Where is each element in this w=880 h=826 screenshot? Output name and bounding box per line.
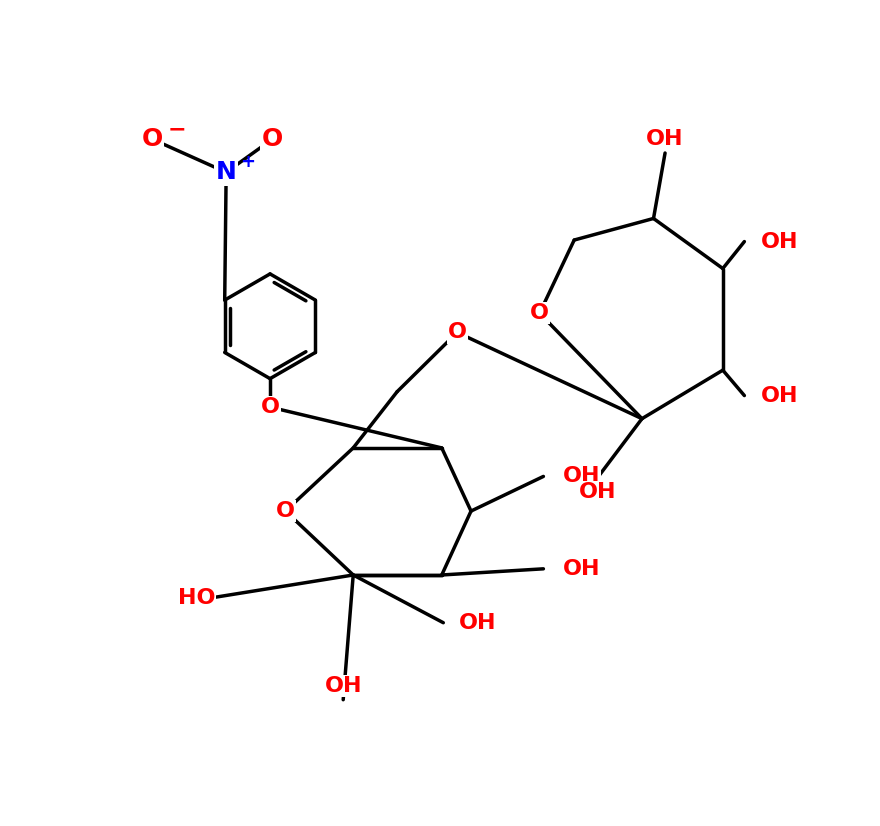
Text: N: N (216, 160, 237, 184)
Text: HO: HO (178, 588, 215, 608)
Text: O: O (260, 397, 280, 417)
Text: O: O (448, 322, 466, 343)
Text: OH: OH (562, 467, 600, 487)
Text: OH: OH (325, 676, 362, 695)
Text: OH: OH (458, 613, 496, 633)
Text: OH: OH (578, 482, 616, 502)
Text: OH: OH (761, 386, 799, 406)
Text: O: O (261, 127, 283, 151)
Text: O: O (142, 127, 163, 151)
Text: OH: OH (646, 129, 684, 150)
Text: O: O (276, 501, 295, 521)
Text: O: O (530, 303, 549, 323)
Text: +: + (240, 154, 255, 171)
Text: OH: OH (761, 231, 799, 252)
Text: −: − (168, 119, 187, 139)
Text: OH: OH (562, 559, 600, 579)
